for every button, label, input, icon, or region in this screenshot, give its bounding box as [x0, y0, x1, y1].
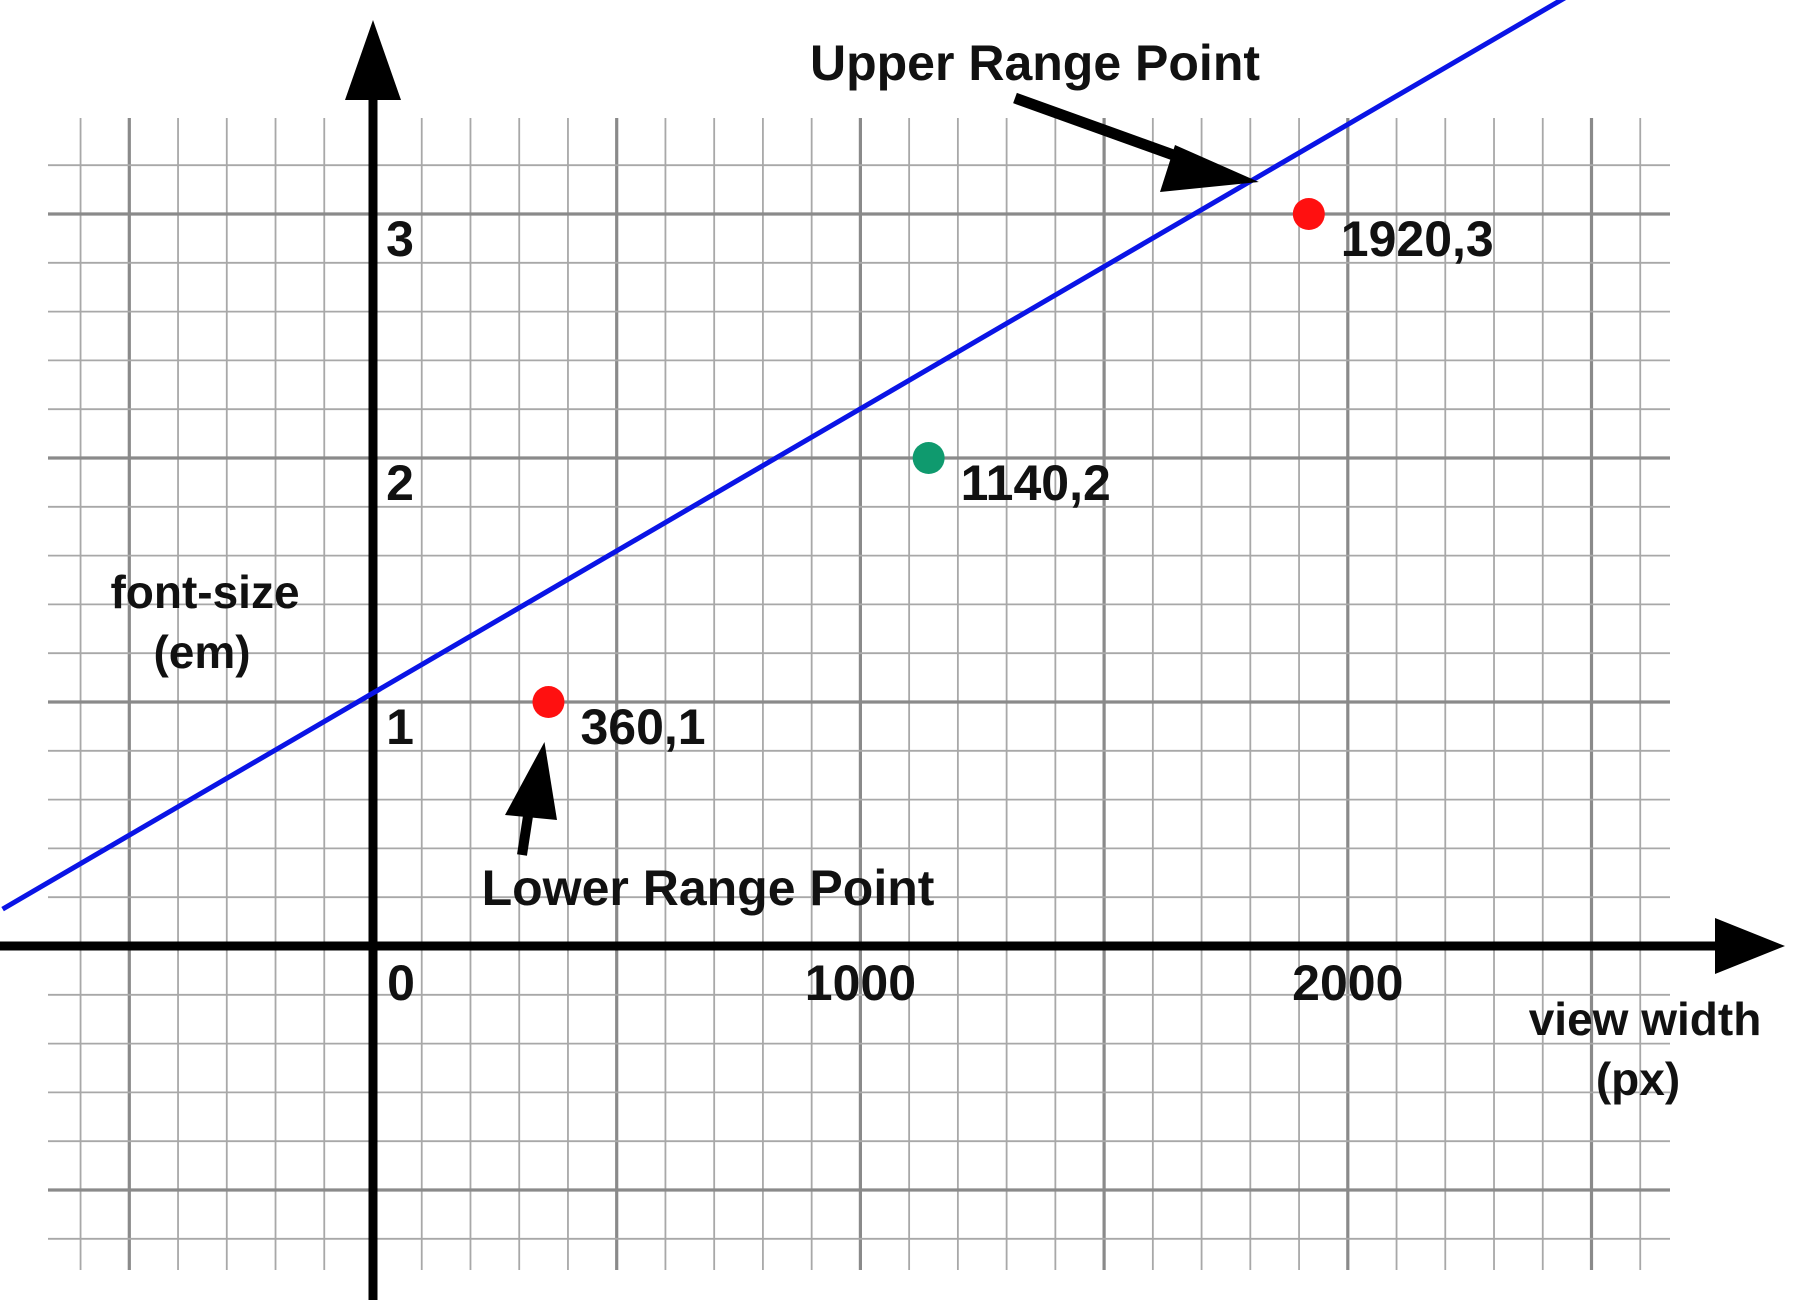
y-axis-label-unit: (em) [153, 626, 250, 678]
series [1, 0, 1567, 912]
y-tick-label: 2 [386, 455, 414, 511]
axes [0, 20, 1785, 1300]
x-tick-label: 2000 [1292, 955, 1403, 1011]
grid [48, 118, 1670, 1270]
upper-range-annotation: Upper Range Point [810, 35, 1260, 91]
x-axis-label-unit: (px) [1596, 1053, 1680, 1105]
data-points: 360,1 1140,2 1920,3 [532, 198, 1494, 755]
annotations: Upper Range Point Lower Range Point [482, 35, 1261, 916]
data-point-marker [912, 442, 945, 474]
y-tick-label: 3 [386, 211, 414, 267]
data-point-marker [532, 686, 565, 718]
lower-range-arrow-head [505, 742, 557, 820]
axis-labels: font-size (em) view width (px) [110, 566, 1761, 1105]
tick-labels: 0 1000 2000 1 2 3 [386, 211, 1403, 1011]
lower-range-annotation: Lower Range Point [482, 860, 935, 916]
upper-range-arrow-head [1160, 145, 1259, 192]
x-axis-label: view width [1529, 993, 1762, 1045]
data-point-label: 1140,2 [961, 455, 1111, 511]
x-tick-label: 0 [387, 955, 415, 1011]
font-size-line [1, 0, 1567, 912]
y-tick-label: 1 [386, 699, 414, 755]
y-axis-label: font-size [110, 566, 299, 618]
x-tick-label: 1000 [805, 955, 916, 1011]
data-point-label: 1920,3 [1341, 211, 1494, 267]
y-axis-arrowhead [345, 20, 401, 100]
data-point-label: 360,1 [580, 699, 705, 755]
x-axis-arrowhead [1715, 918, 1785, 974]
data-point-marker [1292, 198, 1325, 230]
